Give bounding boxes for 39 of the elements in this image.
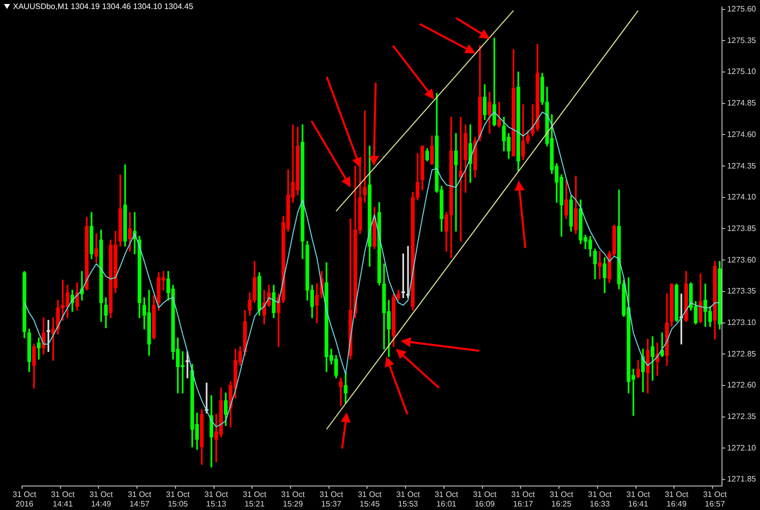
- y-tick-label: 1273.10: [727, 318, 757, 327]
- x-tick-label: 31 Oct 15:37: [319, 490, 344, 508]
- x-tick-label: 31 Oct 16:33: [588, 490, 612, 508]
- y-tick-label: 1272.85: [727, 349, 757, 358]
- x-tick-label: 31 Oct 16:57: [703, 490, 728, 508]
- y-tick-label: 1272.35: [727, 412, 757, 422]
- x-tick-label: 31 Oct 15:21: [242, 490, 268, 508]
- x-tick-label: 31 Oct 15:53: [396, 490, 421, 508]
- x-tick-label: 31 Oct 16:25: [550, 490, 574, 508]
- x-tick-label: 31 Oct 15:05: [166, 490, 190, 508]
- y-tick-label: 1275.60: [727, 4, 757, 14]
- chart-title: XAUUSDbo,M1 1304.19 1304.46 1304.10 1304.45: [13, 2, 194, 11]
- y-tick-label: 1274.60: [727, 130, 757, 139]
- x-tick-label: 31 Oct 16:49: [664, 490, 690, 508]
- candlestick: [454, 133, 458, 232]
- y-tick-label: 1274.85: [727, 98, 757, 108]
- y-tick-label: 1273.85: [727, 224, 757, 233]
- x-tick-label: 31 Oct 16:41: [626, 490, 651, 508]
- candlestick: [80, 271, 84, 301]
- y-tick-label: 1274.10: [727, 192, 757, 202]
- x-tick-label: 31 Oct 16:17: [511, 490, 536, 508]
- y-tick-label: 1273.60: [727, 255, 757, 264]
- x-tick-label: 31 Oct 2016: [12, 490, 37, 508]
- y-tick-label: 1272.60: [727, 380, 757, 390]
- y-tick-label: 1272.10: [727, 443, 757, 452]
- y-tick-label: 1275.35: [727, 36, 757, 45]
- x-tick-label: 31 Oct 16:09: [472, 490, 498, 508]
- y-tick-label: 1273.35: [727, 286, 757, 296]
- y-tick-label: 1271.85: [727, 474, 757, 484]
- x-tick-label: 31 Oct 15:45: [358, 490, 382, 508]
- x-tick-label: 31 Oct 16:01: [434, 490, 459, 508]
- x-tick-label: 31 Oct 14:49: [89, 490, 114, 508]
- x-tick-label: 31 Oct 14:57: [128, 490, 152, 508]
- candlestick: [186, 351, 190, 378]
- x-tick-label: 31 Oct 15:29: [281, 490, 306, 508]
- x-tick-label: 31 Oct 14:41: [50, 490, 76, 508]
- y-tick-label: 1274.35: [727, 161, 757, 170]
- x-tick-label: 31 Oct 15:13: [204, 490, 229, 508]
- y-tick-label: 1275.10: [727, 67, 757, 76]
